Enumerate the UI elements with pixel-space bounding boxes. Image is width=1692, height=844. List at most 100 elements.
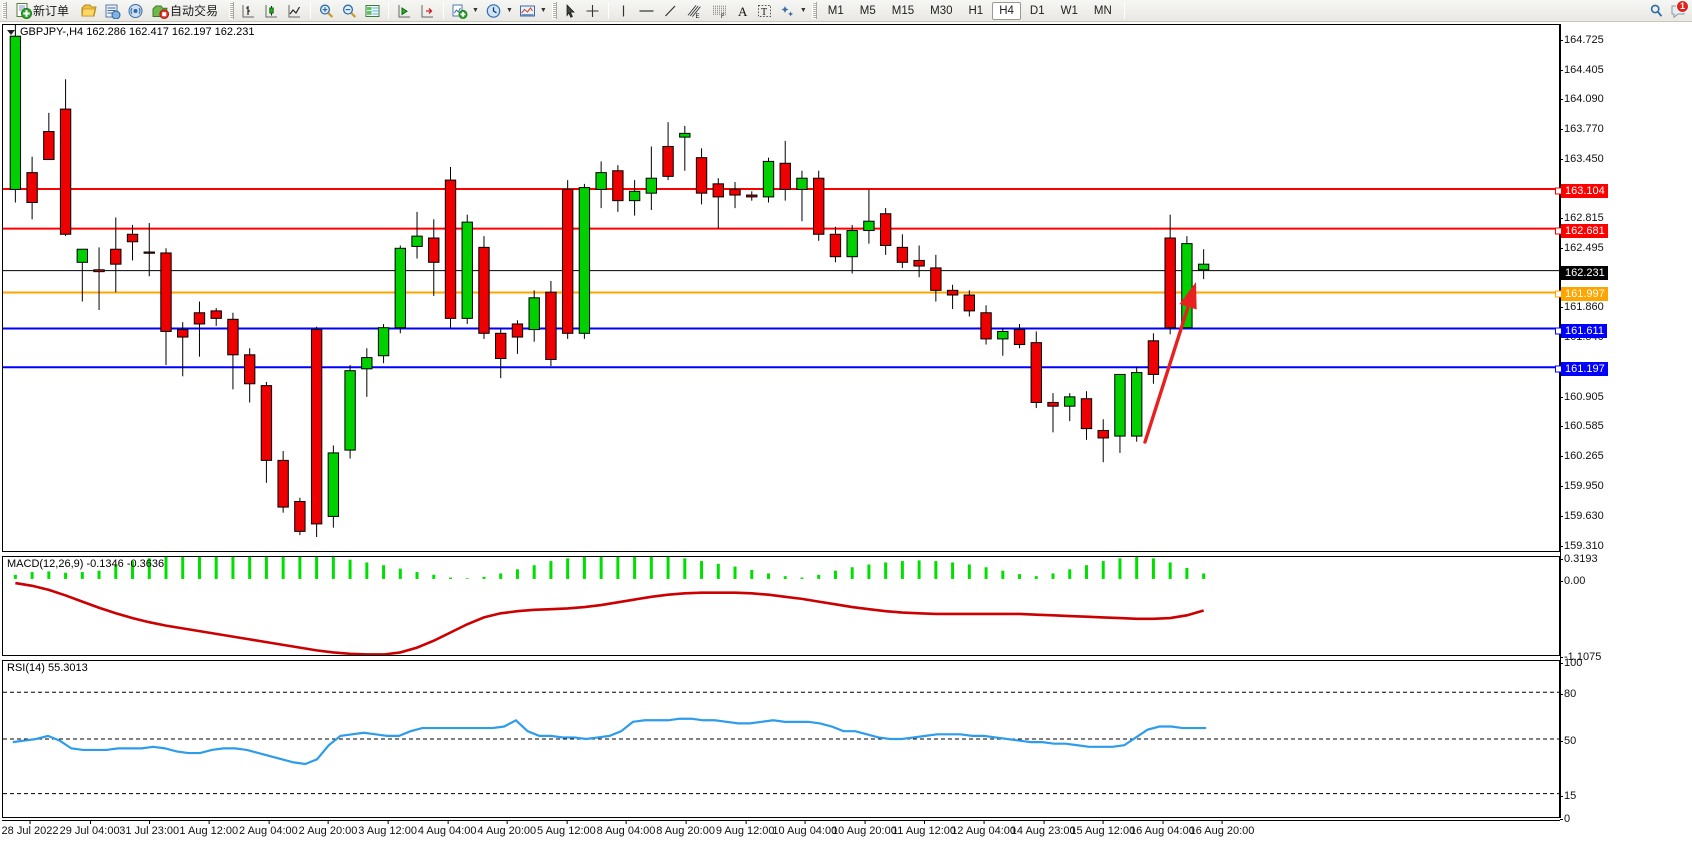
candle[interactable] xyxy=(930,254,942,302)
indicators-button[interactable] xyxy=(448,1,471,21)
candle[interactable] xyxy=(980,305,992,345)
candle[interactable] xyxy=(662,122,674,181)
candle[interactable] xyxy=(712,178,724,229)
candle[interactable] xyxy=(628,180,641,216)
trend-arrow-annotation[interactable] xyxy=(1143,282,1197,444)
timeframe-h4[interactable]: H4 xyxy=(992,1,1021,20)
candle[interactable] xyxy=(645,146,658,210)
fibonacci-button[interactable]: F xyxy=(707,1,732,21)
templates-button[interactable] xyxy=(516,1,539,21)
toolbar-grip[interactable] xyxy=(2,2,7,19)
candle[interactable] xyxy=(1080,391,1093,440)
templates-caret-icon[interactable]: ▼ xyxy=(539,6,547,14)
candle[interactable] xyxy=(1114,373,1126,453)
candle[interactable] xyxy=(1181,236,1193,329)
candle[interactable] xyxy=(913,245,925,278)
candle[interactable] xyxy=(126,224,139,261)
candle[interactable] xyxy=(946,284,959,310)
candle[interactable] xyxy=(1164,214,1176,335)
candle[interactable] xyxy=(963,290,976,317)
time-axis[interactable]: 28 Jul 2022 29 Jul 04:00 31 Jul 23:00 1 Aug… xyxy=(2,820,1560,844)
candle[interactable] xyxy=(377,323,390,364)
level-handle[interactable] xyxy=(1555,227,1562,235)
candle[interactable] xyxy=(729,181,741,209)
shapes-button[interactable] xyxy=(776,1,799,21)
line-chart-button[interactable] xyxy=(283,1,306,21)
candle[interactable] xyxy=(411,211,423,259)
auto-trading-button[interactable]: 自动交易 xyxy=(147,1,227,21)
candle[interactable] xyxy=(43,112,55,161)
candle[interactable] xyxy=(1130,366,1143,442)
zoom-out-button[interactable] xyxy=(338,1,361,21)
price-tag-resistance[interactable]: 163.104 xyxy=(1561,184,1608,199)
price-chart-svg[interactable] xyxy=(3,25,1560,551)
collapse-triangle-icon[interactable] xyxy=(7,29,15,35)
profiles-button[interactable] xyxy=(78,1,101,21)
candle[interactable] xyxy=(695,148,708,205)
price-tag-current-price[interactable]: 162.231 xyxy=(1561,265,1608,280)
indicators-caret-icon[interactable]: ▼ xyxy=(472,6,479,14)
candle[interactable] xyxy=(193,301,206,357)
level-handle[interactable] xyxy=(1555,327,1562,335)
candle[interactable] xyxy=(59,79,72,237)
candle[interactable] xyxy=(578,183,591,339)
level-handle[interactable] xyxy=(1555,290,1562,298)
timeframe-m1[interactable]: M1 xyxy=(827,4,844,17)
candle[interactable] xyxy=(846,224,858,274)
tile-windows-button[interactable] xyxy=(361,1,384,21)
candle[interactable] xyxy=(612,165,624,212)
timeframe-mn[interactable]: MN xyxy=(1093,4,1112,17)
vertical-line-button[interactable] xyxy=(613,1,634,21)
candle[interactable] xyxy=(1030,331,1042,409)
candle[interactable] xyxy=(160,248,172,366)
candle[interactable] xyxy=(863,189,875,244)
new-order-button[interactable]: 新订单 xyxy=(10,1,78,21)
candle[interactable] xyxy=(879,208,892,255)
zoom-in-button[interactable] xyxy=(315,1,338,21)
price-axis[interactable]: 164.725 164.405 164.090 163.770 163.450 162.8… xyxy=(1555,24,1692,825)
candle[interactable] xyxy=(461,214,473,324)
rsi-chart-svg[interactable] xyxy=(3,661,1560,817)
timeframe-m5[interactable]: M5 xyxy=(859,4,876,17)
candle[interactable] xyxy=(1197,249,1210,280)
horizontal-line-button[interactable] xyxy=(634,1,659,21)
notifications-button[interactable]: 1 xyxy=(1668,0,1689,21)
candle[interactable] xyxy=(896,234,909,268)
candlestick-chart-button[interactable] xyxy=(260,1,283,21)
candle[interactable] xyxy=(746,191,758,201)
candle[interactable] xyxy=(595,161,607,209)
candle[interactable] xyxy=(829,226,842,263)
candle[interactable] xyxy=(177,322,189,377)
candle[interactable] xyxy=(561,180,574,339)
timeframe-h1[interactable]: H1 xyxy=(968,4,984,17)
toolbar-grip-4[interactable] xyxy=(811,2,817,19)
candle[interactable] xyxy=(997,327,1009,356)
price-tag-support[interactable]: 161.197 xyxy=(1561,362,1608,377)
candle[interactable] xyxy=(545,280,557,367)
candle[interactable] xyxy=(511,320,524,354)
price-tag-pivot[interactable]: 161.997 xyxy=(1561,287,1608,302)
equidistant-channel-button[interactable]: E xyxy=(682,1,707,21)
candle[interactable] xyxy=(679,125,691,171)
price-tag-support[interactable]: 161.611 xyxy=(1561,323,1607,338)
search-button[interactable] xyxy=(1645,1,1668,21)
candle[interactable] xyxy=(93,247,105,310)
periodicity-button[interactable] xyxy=(482,1,505,21)
candle[interactable] xyxy=(528,290,540,342)
timeframe-w1[interactable]: W1 xyxy=(1060,4,1078,17)
candle[interactable] xyxy=(344,365,356,459)
chart-area[interactable]: GBPJPY-,H4 162.286 162.417 162.197 162.2… xyxy=(0,22,1692,844)
candle[interactable] xyxy=(143,223,155,277)
cursor-button[interactable] xyxy=(560,1,581,21)
toolbar-grip-3[interactable] xyxy=(551,2,557,19)
shapes-caret-icon[interactable]: ▼ xyxy=(799,6,807,14)
market-watch-button[interactable] xyxy=(101,1,124,21)
macd-chart-svg[interactable] xyxy=(3,557,1560,655)
chart-shift-button[interactable] xyxy=(416,1,439,21)
candle[interactable] xyxy=(277,451,289,513)
candle[interactable] xyxy=(294,497,306,536)
level-handle[interactable] xyxy=(1555,187,1562,195)
trendline-button[interactable] xyxy=(659,1,682,21)
candle[interactable] xyxy=(1047,393,1059,433)
auto-scroll-button[interactable] xyxy=(393,1,416,21)
